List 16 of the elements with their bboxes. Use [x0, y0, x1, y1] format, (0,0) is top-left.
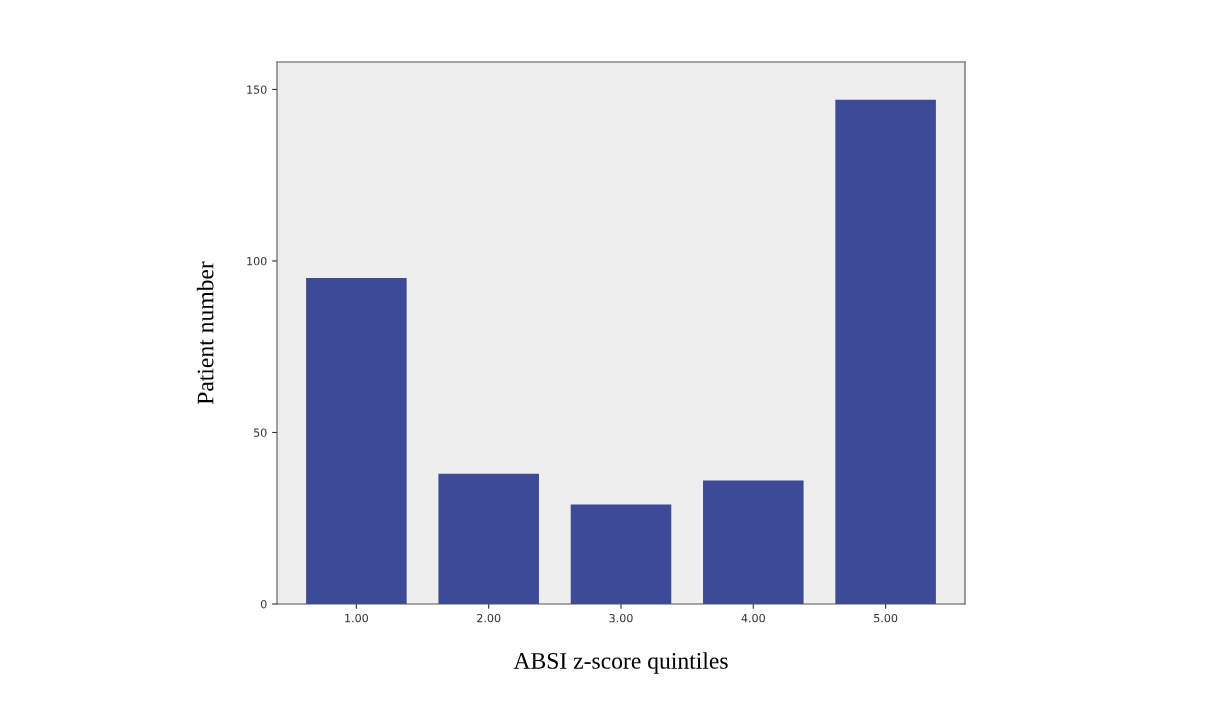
bar [306, 278, 407, 604]
y-tick-label: 150 [247, 85, 267, 94]
x-tick-label: 3.00 [609, 613, 633, 623]
x-tick-label: 2.00 [477, 613, 501, 623]
x-tick-label: 5.00 [874, 613, 898, 623]
bar [570, 504, 672, 604]
x-axis-title: ABSI z-score quintiles [513, 652, 728, 674]
bar [835, 99, 936, 604]
y-axis-title: Patient number [196, 261, 214, 405]
y-tick-label: 0 [260, 599, 267, 609]
bar [703, 480, 804, 604]
x-tick-label: 1.00 [345, 613, 369, 623]
bar [438, 473, 539, 604]
y-tick-label: 100 [247, 256, 267, 266]
x-tick-label: 4.00 [741, 613, 765, 623]
y-tick-label: 50 [254, 428, 267, 437]
